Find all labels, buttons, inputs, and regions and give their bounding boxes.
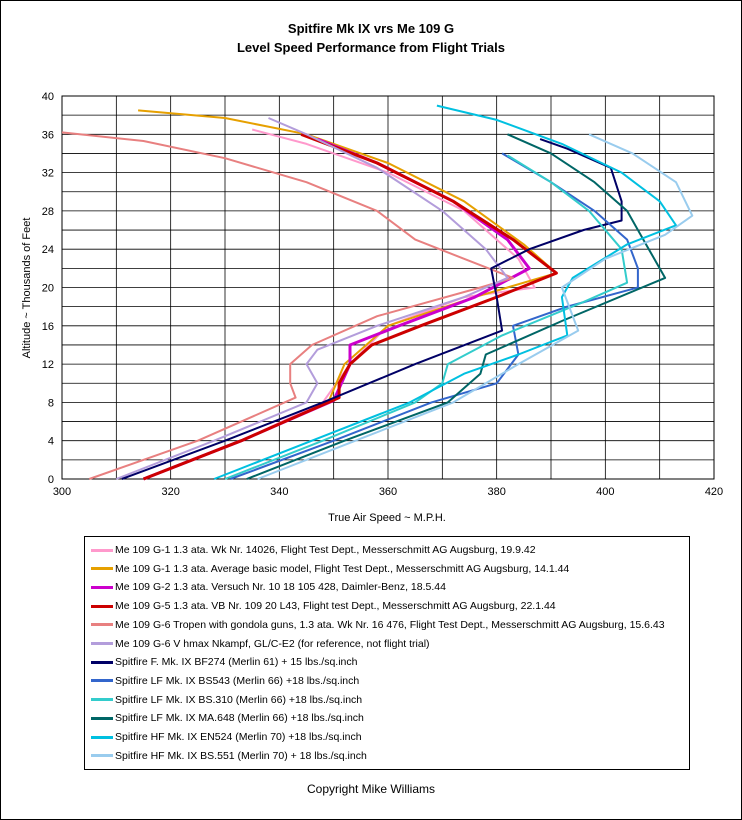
legend-item: Spitfire HF Mk. IX BS.551 (Merlin 70) + … <box>91 747 367 765</box>
series-line-6 <box>115 117 509 480</box>
plot-area <box>61 95 715 480</box>
legend-item: Me 109 G-1 1.3 ata. Wk Nr. 14026, Flight… <box>91 541 536 559</box>
y-tick-label: 32 <box>42 168 54 180</box>
series-line-11 <box>213 104 677 480</box>
series-line-12 <box>257 133 694 480</box>
legend-swatch <box>91 754 113 758</box>
copyright-text: Copyright Mike Williams <box>306 782 436 796</box>
axes: 300 320 340 360 380 400 420 0 4 8 12 16 20 24 28 32 36 40 <box>42 91 723 498</box>
legend-label: Spitfire HF Mk. IX EN524 (Merlin 70) +18… <box>115 731 362 743</box>
series-layer <box>61 104 694 481</box>
legend-swatch <box>91 623 113 627</box>
x-tick-label: 400 <box>596 486 614 498</box>
y-tick-label: 12 <box>42 359 54 371</box>
y-tick-label: 20 <box>42 283 54 295</box>
chart-title: Spitfire Mk IX vrs Me 109 G <box>288 21 454 36</box>
legend-label: Spitfire LF Mk. IX BS543 (Merlin 66) +18… <box>115 674 360 687</box>
legend-label: Me 109 G-6 Tropen with gondola guns, 1.3… <box>115 618 665 631</box>
legend-label: Me 109 G-6 V hmax Nkampf, GL/C-E2 (for r… <box>115 637 430 650</box>
y-tick-label: 24 <box>42 244 54 256</box>
series-line-4 <box>142 132 558 481</box>
series-line-7 <box>121 138 623 480</box>
legend-label: Spitfire LF Mk. IX BS.310 (Merlin 66) +1… <box>115 693 363 706</box>
y-tick-label: 4 <box>48 436 54 448</box>
series-line-5 <box>61 131 514 480</box>
y-tick-label: 36 <box>42 129 54 141</box>
legend-label: Spitfire HF Mk. IX BS.551 (Merlin 70) + … <box>115 749 367 762</box>
y-tick-label: 28 <box>42 206 54 218</box>
series-line-10 <box>246 133 667 480</box>
legend-swatch <box>91 679 113 683</box>
legend-item: Spitfire F. Mk. IX BF274 (Merlin 61) + 1… <box>91 653 357 671</box>
x-tick-label: 320 <box>161 486 179 498</box>
legend-label: Me 109 G-1 1.3 ata. Wk Nr. 14026, Flight… <box>115 544 536 556</box>
y-tick-label: 16 <box>42 321 54 333</box>
y-tick-label: 0 <box>48 474 54 486</box>
legend-label: Me 109 G-2 1.3 ata. Versuch Nr. 10 18 10… <box>115 581 446 594</box>
legend-item: Me 109 G-2 1.3 ata. Versuch Nr. 10 18 10… <box>91 578 446 596</box>
x-tick-label: 360 <box>379 486 397 498</box>
legend-item: Spitfire LF Mk. IX MA.648 (Merlin 66) +1… <box>91 709 364 727</box>
legend-label: Spitfire F. Mk. IX BF274 (Merlin 61) + 1… <box>115 656 358 669</box>
x-tick-label: 420 <box>705 486 723 498</box>
legend-swatch <box>91 716 113 720</box>
legend-item: Spitfire LF Mk. IX BS.310 (Merlin 66) +1… <box>91 691 362 709</box>
legend-item: Me 109 G-1 1.3 ata. Average basic model,… <box>91 560 569 578</box>
legend-label: Me 109 G-5 1.3 ata. VB Nr. 109 20 L43, F… <box>115 600 556 613</box>
legend-label: Spitfire LF Mk. IX MA.648 (Merlin 66) +1… <box>115 712 364 725</box>
legend-item: Me 109 G-5 1.3 ata. VB Nr. 109 20 L43, F… <box>91 597 556 615</box>
legend-item: Spitfire LF Mk. IX BS543 (Merlin 66) +18… <box>91 672 359 690</box>
legend-swatch <box>91 567 113 571</box>
legend-swatch <box>91 698 113 702</box>
y-axis-label: Altitude ~ Thousands of Feet <box>21 218 33 359</box>
series-line-3 <box>142 137 531 481</box>
legend-item: Me 109 G-6 V hmax Nkampf, GL/C-E2 (for r… <box>91 635 430 653</box>
x-tick-label: 300 <box>53 486 71 498</box>
legend-swatch <box>91 642 113 645</box>
legend-swatch <box>91 660 113 664</box>
legend: Me 109 G-1 1.3 ata. Wk Nr. 14026, Flight… <box>84 536 690 770</box>
y-tick-label: 40 <box>42 91 54 103</box>
series-line-8 <box>230 152 639 480</box>
legend-swatch <box>91 585 113 589</box>
grid <box>61 95 715 480</box>
y-tick-label: 8 <box>48 397 54 409</box>
series-line-2 <box>138 109 558 480</box>
legend-swatch <box>91 548 113 552</box>
x-tick-label: 340 <box>270 486 288 498</box>
legend-item: Me 109 G-6 Tropen with gondola guns, 1.3… <box>91 616 665 634</box>
legend-label: Me 109 G-1 1.3 ata. Average basic model,… <box>115 562 570 575</box>
series-line-9 <box>224 154 629 480</box>
legend-item: Spitfire HF Mk. IX EN524 (Merlin 70) +18… <box>91 728 362 746</box>
x-axis-label: True Air Speed ~ M.P.H. <box>328 512 446 524</box>
x-tick-label: 380 <box>487 486 505 498</box>
legend-swatch <box>91 604 113 608</box>
legend-swatch <box>91 735 113 739</box>
chart-subtitle: Level Speed Performance from Flight Tria… <box>237 40 505 55</box>
